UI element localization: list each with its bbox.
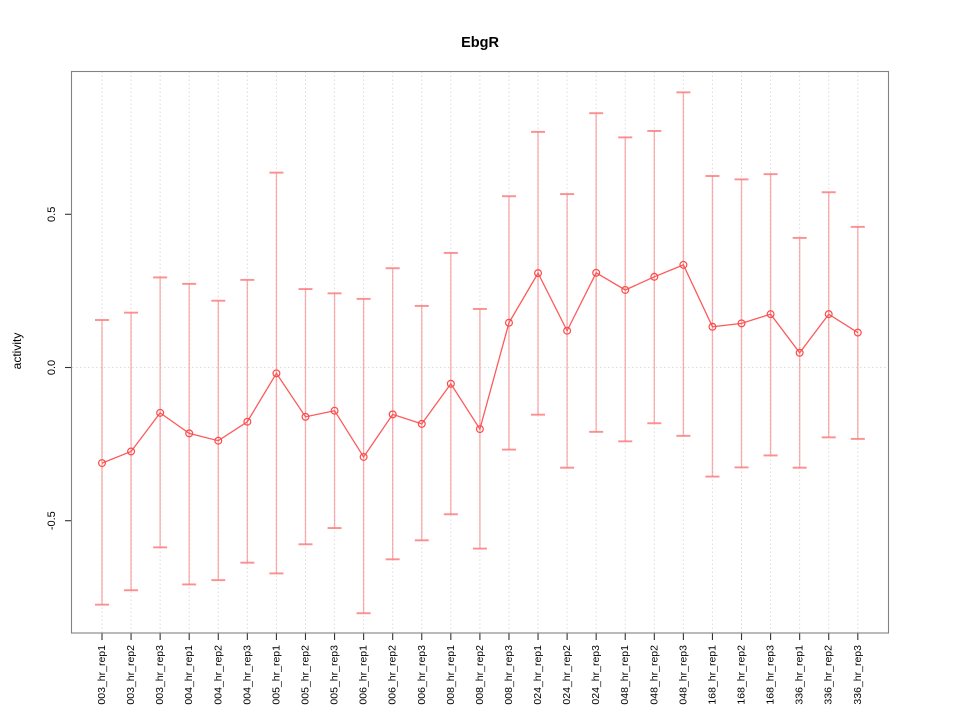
data-point (679, 260, 688, 269)
plot-frame (70, 70, 890, 634)
x-tick-label: 003_hr_rep3 (154, 645, 166, 705)
x-tick-label: 168_hr_rep2 (736, 645, 748, 705)
x-tick-label: 003_hr_rep2 (125, 645, 137, 705)
x-tick-label: 024_hr_rep3 (590, 645, 602, 705)
data-point (534, 269, 543, 278)
data-point (214, 436, 223, 445)
data-point (853, 328, 862, 337)
x-tick-label: 336_hr_rep3 (852, 645, 864, 705)
data-point (272, 369, 281, 378)
data-point (446, 379, 455, 388)
data-point (301, 412, 310, 421)
x-tick-label: 005_hr_rep1 (270, 645, 282, 705)
x-tick-label: 336_hr_rep1 (794, 645, 806, 705)
x-tick-label: 008_hr_rep2 (474, 645, 486, 705)
data-point (766, 310, 775, 319)
data-point (795, 348, 804, 357)
data-point (592, 268, 601, 277)
data-point (127, 447, 136, 456)
x-tick-label: 006_hr_rep3 (416, 645, 428, 705)
x-tick-label: 008_hr_rep1 (445, 645, 457, 705)
data-point (243, 417, 252, 426)
data-point (737, 319, 746, 328)
data-point (156, 408, 165, 417)
y-tick-label: 0.5 (46, 207, 58, 222)
data-point (475, 425, 484, 434)
y-tick-label: -0.5 (46, 511, 58, 530)
data-point (388, 410, 397, 419)
x-tick-label: 048_hr_rep3 (677, 645, 689, 705)
x-tick-label: 048_hr_rep1 (619, 645, 631, 705)
data-point (330, 406, 339, 415)
x-tick-label: 004_hr_rep2 (212, 645, 224, 705)
x-tick-label: 005_hr_rep2 (299, 645, 311, 705)
y-tick-label: 0.0 (46, 360, 58, 375)
error-bars (95, 91, 865, 615)
x-tick-label: 168_hr_rep3 (765, 645, 777, 705)
chart-title: EbgR (461, 35, 499, 51)
data-point (650, 272, 659, 281)
data-point (97, 459, 106, 468)
y-axis-label: activity (10, 333, 24, 370)
x-tick-label: 336_hr_rep2 (823, 645, 835, 705)
data-point (708, 322, 717, 331)
x-tick-label: 008_hr_rep3 (503, 645, 515, 705)
mean-line (101, 264, 859, 464)
axes: -0.5 0.0 0.5 003_hr_rep1 003_hr_rep2 003_hr_r… (46, 207, 864, 705)
x-tick-label: 048_hr_rep2 (648, 645, 660, 705)
data-point (824, 310, 833, 319)
data-point (621, 285, 630, 294)
x-tick-label: 004_hr_rep1 (183, 645, 195, 705)
x-tick-label: 024_hr_rep2 (561, 645, 573, 705)
data-point (185, 429, 194, 438)
x-tick-label: 168_hr_rep1 (706, 645, 718, 705)
data-point (359, 452, 368, 461)
x-tick-label: 006_hr_rep2 (387, 645, 399, 705)
data-series (97, 260, 862, 468)
x-tick-label: 006_hr_rep1 (358, 645, 370, 705)
x-tick-label: 004_hr_rep3 (241, 645, 253, 705)
x-tick-label: 003_hr_rep1 (96, 645, 108, 705)
x-tick-label: 024_hr_rep1 (532, 645, 544, 705)
data-point (417, 419, 426, 428)
data-point (563, 326, 572, 335)
data-point (504, 318, 513, 327)
x-tick-label: 005_hr_rep3 (329, 645, 341, 705)
